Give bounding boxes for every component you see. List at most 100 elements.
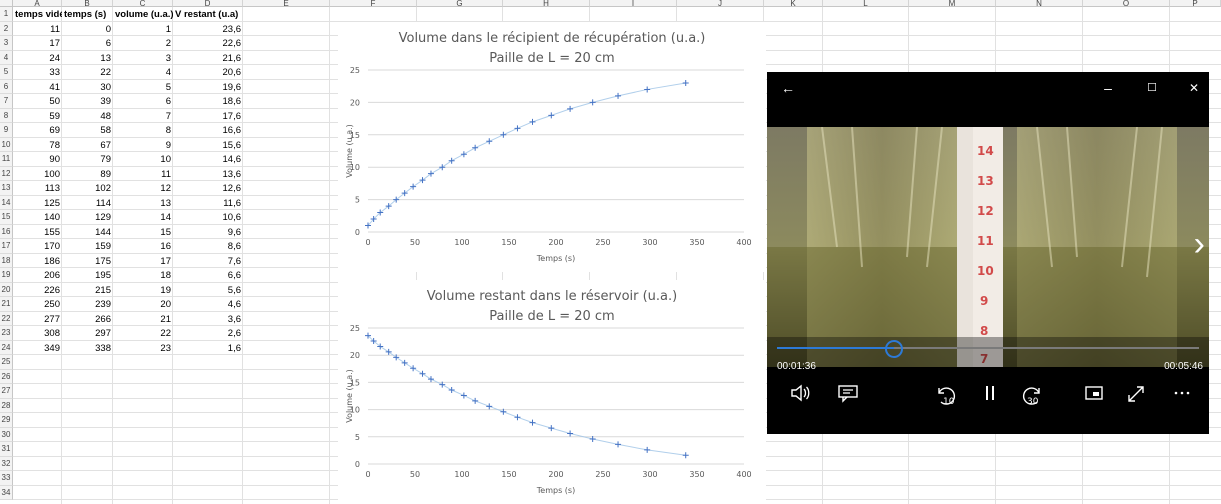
column-header[interactable]: P bbox=[1170, 0, 1221, 7]
cell[interactable]: temps (s) bbox=[64, 9, 107, 20]
cell[interactable]: 11 bbox=[50, 23, 60, 35]
cell[interactable]: 2,6 bbox=[227, 328, 241, 339]
close-icon[interactable]: ✕ bbox=[1188, 81, 1200, 95]
row-header[interactable]: 20 bbox=[0, 282, 13, 297]
cell[interactable]: 13 bbox=[100, 52, 111, 64]
row-header[interactable]: 11 bbox=[0, 152, 13, 167]
cell[interactable]: 67 bbox=[100, 139, 111, 151]
cell[interactable]: 125 bbox=[44, 197, 60, 209]
cell[interactable]: 10,6 bbox=[222, 212, 242, 223]
subtitles-icon[interactable] bbox=[835, 383, 861, 407]
row-header[interactable]: 25 bbox=[0, 355, 13, 370]
cell[interactable]: 22 bbox=[160, 328, 171, 339]
cell[interactable]: 8 bbox=[165, 125, 171, 136]
cell[interactable]: 22 bbox=[100, 67, 111, 78]
cell[interactable]: 8,6 bbox=[227, 241, 241, 252]
row-header[interactable]: 10 bbox=[0, 137, 13, 152]
cell[interactable]: 308 bbox=[44, 328, 60, 339]
cell[interactable]: 6,6 bbox=[227, 270, 241, 281]
row-header[interactable]: 14 bbox=[0, 195, 13, 210]
column-header[interactable]: A bbox=[13, 0, 62, 7]
column-header[interactable]: F bbox=[330, 0, 417, 7]
cell[interactable]: 79 bbox=[100, 154, 111, 165]
cell[interactable]: 1,6 bbox=[227, 342, 241, 354]
cell[interactable]: 114 bbox=[95, 197, 111, 209]
skip-back-10-icon[interactable]: 10 bbox=[933, 383, 959, 407]
miniview-icon[interactable] bbox=[1081, 383, 1107, 407]
cell[interactable]: 155 bbox=[44, 226, 60, 238]
row-header[interactable]: 17 bbox=[0, 239, 13, 254]
row-header[interactable]: 4 bbox=[0, 50, 13, 65]
column-header[interactable]: C bbox=[113, 0, 173, 7]
cell[interactable]: 4 bbox=[165, 67, 171, 78]
cell[interactable]: 338 bbox=[95, 342, 111, 354]
column-header[interactable]: G bbox=[417, 0, 503, 7]
cell[interactable]: 78 bbox=[49, 139, 60, 151]
cell[interactable]: 11,6 bbox=[223, 197, 241, 209]
cell[interactable]: 3,6 bbox=[227, 313, 241, 325]
row-header[interactable]: 33 bbox=[0, 471, 13, 486]
row-header[interactable]: 1 bbox=[0, 7, 13, 22]
cell[interactable]: 90 bbox=[49, 154, 60, 165]
cell[interactable]: 3 bbox=[165, 52, 171, 64]
row-header[interactable]: 28 bbox=[0, 398, 13, 413]
column-header[interactable]: H bbox=[503, 0, 590, 7]
cell[interactable]: 144 bbox=[95, 226, 111, 238]
cell[interactable]: 21 bbox=[160, 313, 171, 325]
column-header[interactable]: O bbox=[1083, 0, 1170, 7]
cell[interactable]: 48 bbox=[100, 110, 111, 122]
row-header[interactable]: 5 bbox=[0, 65, 13, 80]
cell[interactable]: 7 bbox=[165, 110, 171, 122]
chart-remaining-volume[interactable]: Volume restant dans le réservoir (u.a.) … bbox=[338, 280, 766, 504]
cell[interactable]: 30 bbox=[100, 81, 111, 93]
row-header[interactable]: 9 bbox=[0, 123, 13, 138]
cell[interactable]: 195 bbox=[95, 270, 111, 281]
seek-thumb[interactable] bbox=[884, 340, 903, 358]
cell[interactable]: 9,6 bbox=[227, 226, 241, 238]
cell[interactable]: 33 bbox=[49, 67, 60, 78]
video-frame[interactable]: 14 13 12 11 10 9 8 7 › bbox=[767, 127, 1209, 367]
row-header[interactable]: 21 bbox=[0, 297, 13, 312]
cell[interactable]: 15 bbox=[160, 226, 171, 238]
cell[interactable]: 15,6 bbox=[222, 139, 242, 151]
cell[interactable]: 277 bbox=[44, 313, 60, 325]
cell[interactable]: 11 bbox=[161, 168, 171, 180]
cell[interactable]: 239 bbox=[95, 299, 111, 310]
cell[interactable]: 102 bbox=[95, 183, 111, 194]
cell[interactable]: 58 bbox=[100, 125, 111, 136]
cell[interactable]: 113 bbox=[44, 183, 60, 194]
more-options-icon[interactable] bbox=[1169, 383, 1195, 407]
column-header[interactable]: D bbox=[173, 0, 243, 7]
cell[interactable]: 18,6 bbox=[222, 96, 242, 107]
volume-icon[interactable] bbox=[787, 383, 813, 407]
skip-forward-30-icon[interactable]: 30 bbox=[1019, 383, 1045, 407]
row-header[interactable]: 18 bbox=[0, 253, 13, 268]
row-header[interactable]: 16 bbox=[0, 224, 13, 239]
cell[interactable]: 2 bbox=[165, 38, 171, 49]
cell[interactable]: 5,6 bbox=[227, 284, 241, 296]
cell[interactable]: 13,6 bbox=[222, 168, 242, 180]
row-header[interactable]: 15 bbox=[0, 210, 13, 225]
cell[interactable]: 20 bbox=[160, 299, 171, 310]
cell[interactable]: 215 bbox=[95, 284, 111, 296]
cell[interactable]: 20,6 bbox=[222, 67, 242, 78]
column-header[interactable]: N bbox=[996, 0, 1083, 7]
cell[interactable]: 41 bbox=[49, 81, 60, 93]
pause-icon[interactable] bbox=[977, 383, 1003, 407]
cell[interactable]: 14 bbox=[160, 212, 171, 223]
cell[interactable]: 19,6 bbox=[222, 81, 242, 93]
cell[interactable]: 23 bbox=[160, 342, 171, 354]
cell[interactable]: 24 bbox=[49, 52, 60, 64]
row-header[interactable]: 3 bbox=[0, 36, 13, 51]
row-header[interactable]: 6 bbox=[0, 79, 13, 94]
cell[interactable]: 14,6 bbox=[222, 154, 242, 165]
row-header[interactable]: 34 bbox=[0, 485, 13, 500]
row-header[interactable]: 13 bbox=[0, 181, 13, 196]
column-header[interactable]: B bbox=[62, 0, 113, 7]
cell[interactable]: 39 bbox=[100, 96, 111, 107]
cell[interactable]: 170 bbox=[44, 241, 60, 252]
cell[interactable]: 12,6 bbox=[222, 183, 242, 194]
cell[interactable]: 69 bbox=[49, 125, 60, 136]
row-header[interactable]: 2 bbox=[0, 21, 13, 36]
cell[interactable]: 17 bbox=[49, 38, 60, 49]
